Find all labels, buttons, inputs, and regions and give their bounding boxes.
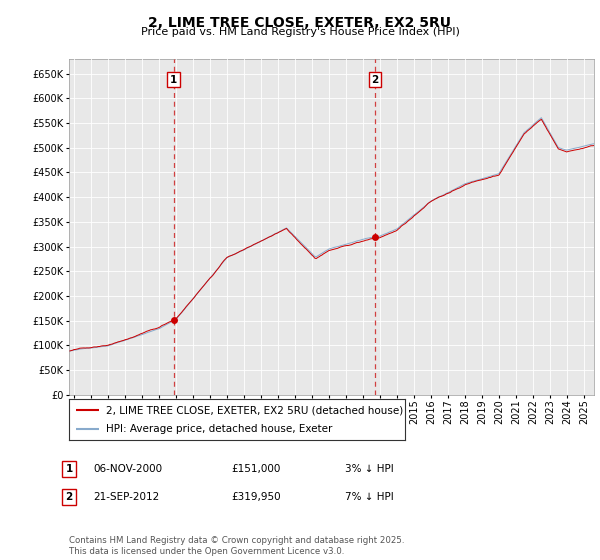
Text: HPI: Average price, detached house, Exeter: HPI: Average price, detached house, Exet… [106,424,332,433]
Text: 3% ↓ HPI: 3% ↓ HPI [345,464,394,474]
Text: £151,000: £151,000 [231,464,280,474]
Text: 1: 1 [170,74,177,85]
Text: Price paid vs. HM Land Registry's House Price Index (HPI): Price paid vs. HM Land Registry's House … [140,27,460,37]
Text: 2: 2 [371,74,379,85]
Text: 06-NOV-2000: 06-NOV-2000 [93,464,162,474]
Text: 2, LIME TREE CLOSE, EXETER, EX2 5RU: 2, LIME TREE CLOSE, EXETER, EX2 5RU [149,16,452,30]
Text: Contains HM Land Registry data © Crown copyright and database right 2025.
This d: Contains HM Land Registry data © Crown c… [69,536,404,556]
Text: 7% ↓ HPI: 7% ↓ HPI [345,492,394,502]
Text: £319,950: £319,950 [231,492,281,502]
Text: 21-SEP-2012: 21-SEP-2012 [93,492,159,502]
Text: 1: 1 [65,464,73,474]
Text: 2: 2 [65,492,73,502]
Text: 2, LIME TREE CLOSE, EXETER, EX2 5RU (detached house): 2, LIME TREE CLOSE, EXETER, EX2 5RU (det… [106,405,403,415]
